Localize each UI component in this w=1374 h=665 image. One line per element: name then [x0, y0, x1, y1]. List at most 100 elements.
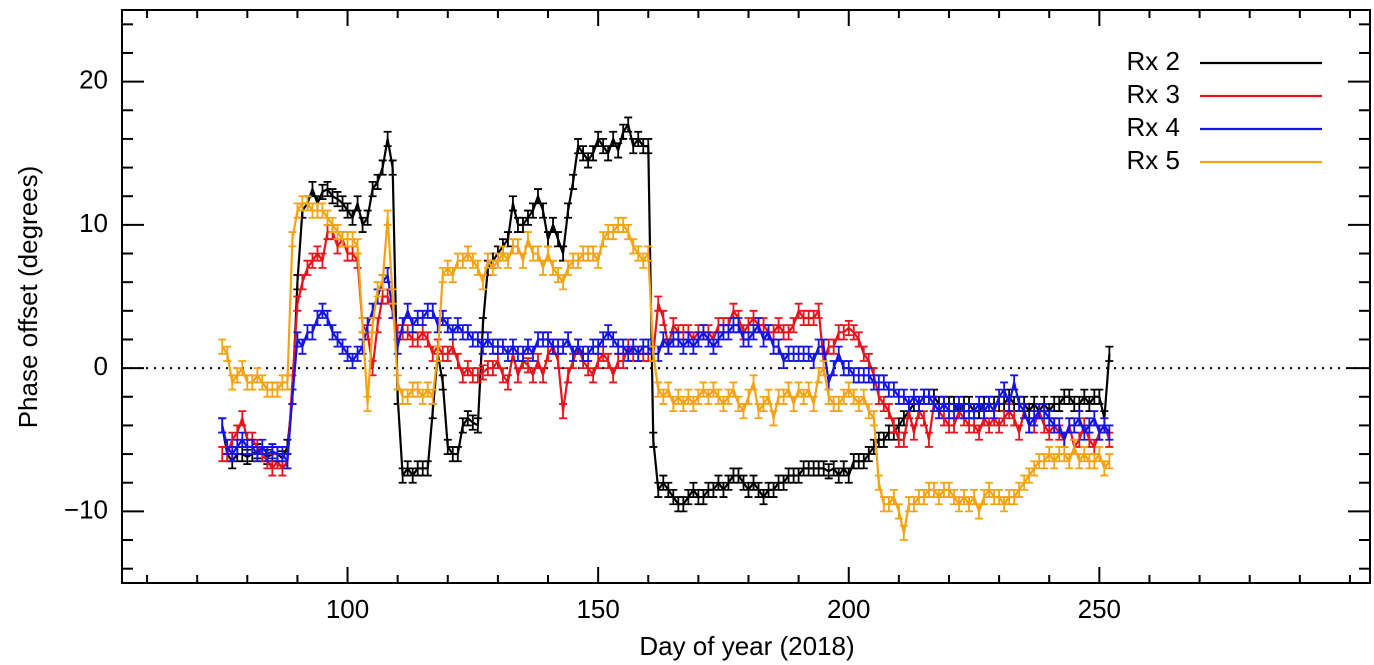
error-bar — [684, 331, 693, 348]
error-bar — [659, 309, 668, 327]
error-bar — [1080, 446, 1089, 463]
error-bar — [403, 388, 412, 405]
error-bar — [233, 367, 242, 384]
error-bar — [754, 403, 763, 420]
error-bar — [664, 481, 673, 498]
error-bar — [378, 159, 387, 176]
error-bar — [478, 317, 487, 334]
error-bar — [644, 138, 653, 155]
error-bar — [488, 259, 497, 276]
error-bar — [649, 345, 658, 362]
error-bar — [569, 173, 578, 190]
error-bar — [1020, 474, 1029, 491]
error-bar — [463, 360, 472, 377]
error-bar — [338, 195, 347, 212]
legend-label: Rx 4 — [1127, 112, 1180, 142]
error-bar — [443, 438, 452, 455]
error-bar — [844, 381, 853, 398]
error-bar — [288, 231, 297, 248]
error-bar — [328, 188, 337, 205]
error-bar — [258, 374, 267, 391]
error-bar — [609, 130, 618, 147]
error-bar — [438, 374, 447, 391]
error-bar — [584, 152, 593, 169]
error-bar — [1070, 417, 1079, 434]
error-bar — [624, 116, 633, 133]
error-bar — [924, 388, 933, 405]
error-bar — [293, 331, 302, 348]
error-bar — [278, 446, 287, 463]
error-bar — [544, 331, 553, 348]
error-bar — [674, 331, 683, 348]
error-bar — [273, 381, 282, 398]
error-bar — [238, 431, 247, 448]
error-bar — [774, 317, 783, 334]
error-bar — [634, 130, 643, 147]
error-bar — [804, 345, 813, 362]
error-bar — [799, 388, 808, 405]
error-bar — [955, 496, 964, 513]
error-bar — [874, 474, 883, 491]
error-bar — [508, 338, 517, 355]
error-bar — [819, 460, 828, 477]
error-bar — [358, 317, 367, 334]
error-bar — [493, 252, 502, 269]
error-bar — [649, 431, 658, 448]
error-bar — [333, 331, 342, 348]
error-bar — [303, 259, 312, 276]
error-bar — [779, 388, 788, 405]
error-bar — [899, 524, 908, 541]
error-bar — [639, 252, 648, 269]
error-bar — [218, 417, 227, 434]
error-bar — [844, 319, 853, 337]
error-bar — [734, 395, 743, 412]
error-bar — [353, 195, 362, 212]
error-bar — [594, 252, 603, 269]
error-bar — [223, 438, 232, 455]
error-bar — [819, 360, 828, 377]
error-bar — [523, 338, 532, 355]
error-bar — [714, 388, 723, 405]
error-bar — [428, 403, 437, 420]
error-bar — [899, 388, 908, 405]
error-bar — [564, 259, 573, 276]
error-bar — [463, 324, 472, 341]
error-bar — [1015, 395, 1024, 412]
error-bar — [1095, 424, 1104, 441]
error-bar — [965, 496, 974, 513]
error-bar — [443, 259, 452, 276]
error-bar — [478, 364, 487, 381]
error-bar — [699, 324, 708, 341]
error-bar — [899, 431, 908, 448]
error-bar — [343, 202, 352, 219]
error-bar — [368, 181, 377, 198]
error-bar — [694, 331, 703, 348]
error-bar — [498, 338, 507, 355]
error-bar — [950, 488, 958, 506]
error-bar — [353, 238, 362, 255]
error-bar — [503, 345, 512, 362]
error-bar — [909, 388, 918, 405]
error-bar — [363, 395, 372, 412]
y-tick-label: 20 — [79, 65, 108, 95]
error-bar — [338, 338, 347, 355]
error-bar — [1105, 345, 1114, 362]
error-bar — [839, 324, 848, 341]
error-bar — [569, 345, 578, 362]
error-bar — [473, 417, 482, 434]
error-bar — [1010, 374, 1019, 391]
error-bar — [614, 142, 623, 159]
error-bar — [238, 410, 247, 427]
error-bar — [779, 352, 788, 370]
error-bar — [929, 481, 938, 498]
error-bar — [879, 431, 888, 448]
error-bar — [1025, 467, 1034, 484]
error-bar — [283, 374, 292, 391]
error-bar — [779, 474, 788, 491]
error-bar — [288, 388, 297, 405]
error-bar — [689, 481, 698, 498]
error-bar — [403, 460, 412, 477]
error-bar — [644, 245, 653, 262]
error-bar — [884, 496, 893, 513]
error-bar — [463, 410, 472, 427]
